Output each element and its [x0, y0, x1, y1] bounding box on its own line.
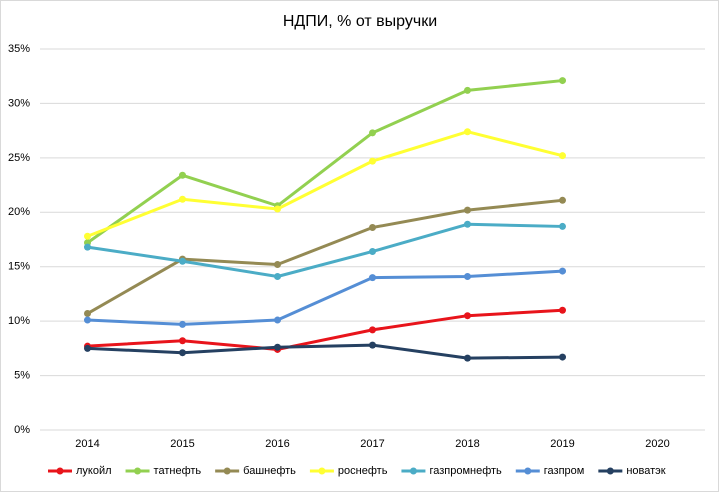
data-point — [179, 337, 186, 345]
data-point — [559, 152, 566, 160]
data-point — [559, 267, 566, 275]
data-point — [84, 316, 91, 324]
data-point — [369, 341, 376, 349]
data-point — [84, 344, 91, 352]
legend-marker — [56, 467, 64, 475]
data-point — [179, 171, 186, 179]
legend-marker — [223, 467, 231, 475]
legend-marker — [606, 467, 614, 475]
data-point — [84, 310, 91, 318]
data-point — [274, 343, 281, 351]
y-tick-label: 15% — [8, 261, 30, 273]
data-point — [84, 232, 91, 240]
legend-label: татнефть — [154, 465, 202, 477]
data-point — [559, 353, 566, 361]
x-tick-label: 2016 — [265, 438, 289, 450]
data-point — [369, 157, 376, 165]
x-tick-label: 2018 — [455, 438, 479, 450]
y-tick-label: 10% — [8, 315, 30, 327]
series-line — [87, 269, 563, 326]
data-point — [369, 224, 376, 232]
x-tick-label: 2015 — [170, 438, 194, 450]
legend-label: лукойл — [76, 465, 112, 477]
y-tick-label: 25% — [8, 152, 30, 164]
x-tick-label: 2019 — [550, 438, 574, 450]
chart-title: НДПИ, % от выручки — [283, 13, 437, 30]
series-line — [87, 343, 563, 360]
x-tick-label: 2017 — [360, 438, 384, 450]
legend-marker — [409, 467, 417, 475]
series-line — [86, 130, 563, 238]
legend-label: роснефть — [338, 465, 388, 477]
x-tick-label: 2014 — [75, 438, 99, 450]
data-point — [369, 247, 376, 255]
data-point — [464, 312, 471, 320]
data-point — [179, 349, 186, 357]
data-point — [179, 257, 186, 265]
series-line — [87, 308, 563, 351]
series-line — [87, 222, 563, 279]
x-tick-label: 2020 — [645, 438, 669, 450]
data-point — [464, 86, 471, 94]
data-point — [464, 354, 471, 362]
legend-label: новатэк — [626, 465, 665, 477]
data-point — [559, 196, 566, 204]
data-point — [274, 316, 281, 324]
data-point — [274, 261, 281, 269]
data-point — [274, 205, 281, 213]
series-line — [86, 198, 563, 315]
data-point — [559, 77, 566, 85]
y-tick-label: 35% — [8, 43, 30, 55]
y-tick-label: 30% — [8, 97, 30, 109]
legend-marker — [134, 467, 142, 475]
data-point — [559, 306, 566, 314]
y-tick-label: 5% — [14, 369, 30, 381]
data-point — [464, 220, 471, 228]
data-point — [84, 243, 91, 251]
legend-label: газпром — [544, 465, 585, 477]
data-point — [559, 222, 566, 230]
legend-marker — [524, 467, 532, 475]
legend-label: башнефть — [243, 465, 296, 477]
data-point — [464, 273, 471, 281]
data-point — [369, 274, 376, 282]
data-point — [274, 273, 281, 281]
data-point — [369, 129, 376, 137]
legend-label: газпромнефть — [429, 465, 502, 477]
data-point — [179, 195, 186, 203]
y-tick-label: 20% — [8, 206, 30, 218]
data-point — [464, 128, 471, 136]
legend-marker — [318, 467, 326, 475]
series-line — [86, 79, 563, 244]
data-point — [464, 206, 471, 214]
y-tick-label: 0% — [14, 424, 30, 436]
data-point — [369, 326, 376, 334]
data-point — [179, 320, 186, 328]
